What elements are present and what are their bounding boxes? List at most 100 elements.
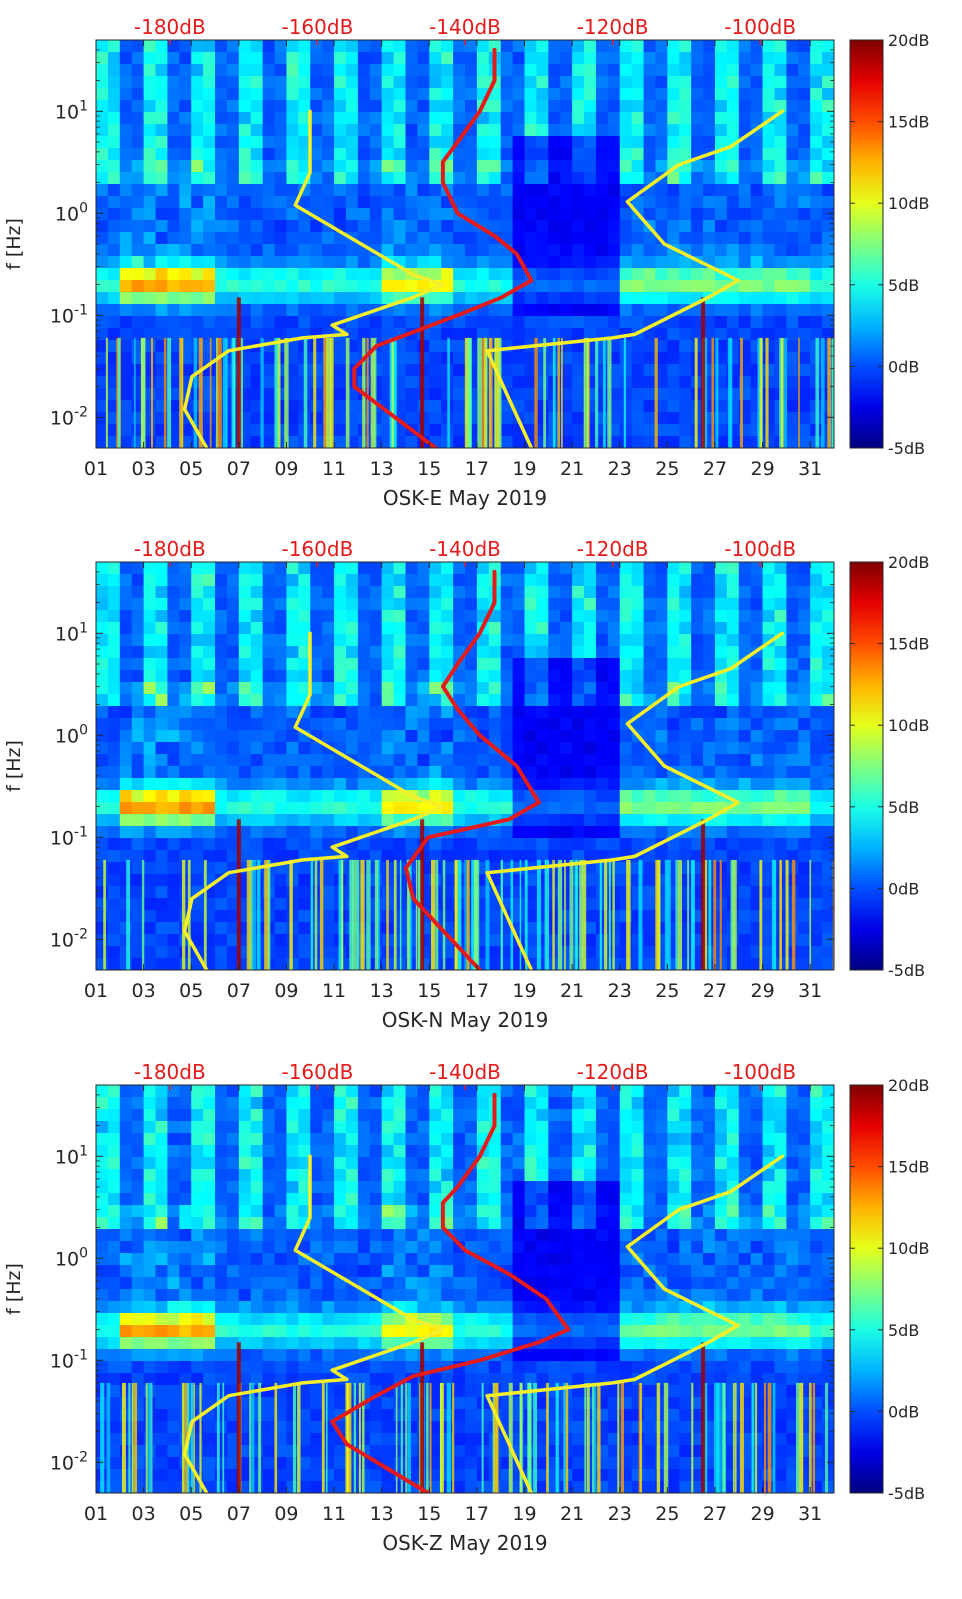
panel-osk-e: 01 03 05 07 09 11 13 15 17 19 21 23 25 27 29 31 10-2 10-1… — [3, 15, 930, 510]
panel-osk-z: 01 03 05 07 09 11 13 15 17 19 21 23 25 27 29 31 10-2 10-1… — [3, 1060, 930, 1555]
colorbar-label: 0dB — [888, 879, 919, 898]
spectrogram — [96, 562, 834, 970]
y-tick-label: 10-2 — [50, 1449, 88, 1474]
x-tick-label: 23 — [608, 980, 632, 1002]
x-tick-label: 01 — [84, 458, 108, 480]
x-tick-label: 17 — [465, 980, 489, 1002]
x-tick-label: 07 — [227, 458, 251, 480]
top-axis-label: -100dB — [724, 15, 796, 39]
y-axis-label: f [Hz] — [3, 740, 25, 792]
colorbar — [849, 39, 884, 449]
noise-model-high-curve — [182, 1154, 445, 1493]
top-axis-label: -180dB — [134, 537, 206, 561]
x-tick-label: 31 — [798, 1503, 822, 1525]
x-tick-label: 23 — [608, 458, 632, 480]
x-tick-label: 31 — [798, 980, 822, 1002]
colorbar-label: -5dB — [888, 961, 925, 980]
x-tick-label: 25 — [655, 1503, 679, 1525]
top-axis-label: -140dB — [429, 1060, 501, 1084]
noise-model-low-curve — [485, 1154, 785, 1493]
x-tick-label: 11 — [322, 980, 346, 1002]
colorbar-label: 15dB — [888, 1158, 930, 1177]
colorbar — [849, 1084, 884, 1494]
x-tick-label: 03 — [132, 458, 156, 480]
x-tick-label: 03 — [132, 980, 156, 1002]
y-tick-label: 101 — [55, 1143, 88, 1168]
x-tick-label: 13 — [370, 1503, 394, 1525]
x-axis-label: OSK-E May 2019 — [383, 486, 547, 510]
y-tick-label: 10-2 — [50, 404, 88, 429]
colorbar — [849, 561, 884, 971]
x-tick-label: 09 — [274, 980, 298, 1002]
x-tick-label: 21 — [560, 1503, 584, 1525]
x-tick-label: 05 — [179, 980, 203, 1002]
x-tick-label: 11 — [322, 458, 346, 480]
top-axis-label: -160dB — [281, 1060, 353, 1084]
x-tick-label: 09 — [274, 458, 298, 480]
top-axis-label: -160dB — [281, 15, 353, 39]
x-tick-label: 07 — [227, 1503, 251, 1525]
x-tick-label: 25 — [655, 458, 679, 480]
colorbar-label: 5dB — [888, 1321, 919, 1340]
top-axis-label: -120dB — [577, 537, 649, 561]
x-tick-label: 05 — [179, 458, 203, 480]
x-tick-label: 23 — [608, 1503, 632, 1525]
y-tick-label: 10-2 — [50, 926, 88, 951]
x-tick-label: 05 — [179, 1503, 203, 1525]
x-tick-label: 13 — [370, 980, 394, 1002]
x-tick-label: 31 — [798, 458, 822, 480]
median-psd-curve — [404, 569, 541, 970]
noise-model-high-curve — [182, 631, 445, 970]
colorbar-label: 5dB — [888, 798, 919, 817]
x-tick-label: 01 — [84, 1503, 108, 1525]
colorbar-label: 10dB — [888, 1239, 930, 1258]
x-tick-label: 15 — [417, 980, 441, 1002]
colorbar-label: 10dB — [888, 716, 930, 735]
colorbar-label: -5dB — [888, 1484, 925, 1503]
x-tick-label: 25 — [655, 980, 679, 1002]
top-axis-label: -100dB — [724, 537, 796, 561]
x-tick-label: 13 — [370, 458, 394, 480]
y-tick-label: 101 — [55, 620, 88, 645]
median-psd-curve — [330, 1092, 571, 1493]
x-tick-label: 15 — [417, 458, 441, 480]
y-tick-label: 100 — [55, 200, 88, 225]
colorbar-label: 20dB — [888, 1076, 930, 1095]
colorbar-label: 20dB — [888, 553, 930, 572]
x-tick-label: 03 — [132, 1503, 156, 1525]
x-axis-label: OSK-Z May 2019 — [382, 1531, 547, 1555]
colorbar-label: 0dB — [888, 1402, 919, 1421]
x-tick-label: 07 — [227, 980, 251, 1002]
x-tick-label: 29 — [750, 980, 774, 1002]
x-tick-label: 01 — [84, 980, 108, 1002]
y-tick-label: 10-1 — [50, 302, 88, 327]
colorbar-label: 15dB — [888, 635, 930, 654]
spectrogram — [96, 1085, 834, 1493]
top-axis-label: -160dB — [281, 537, 353, 561]
x-axis-label: OSK-N May 2019 — [382, 1008, 549, 1032]
y-tick-label: 100 — [55, 722, 88, 747]
x-tick-label: 17 — [465, 1503, 489, 1525]
noise-model-low-curve — [485, 631, 785, 970]
x-tick-label: 29 — [750, 458, 774, 480]
colorbar-label: -5dB — [888, 439, 925, 458]
y-tick-label: 100 — [55, 1245, 88, 1270]
top-axis-label: -180dB — [134, 1060, 206, 1084]
noise-model-high-curve — [182, 109, 445, 448]
top-axis-label: -180dB — [134, 15, 206, 39]
top-axis-label: -120dB — [577, 1060, 649, 1084]
x-tick-label: 27 — [703, 980, 727, 1002]
x-tick-label: 19 — [512, 980, 536, 1002]
colorbar-label: 5dB — [888, 276, 919, 295]
x-tick-label: 15 — [417, 1503, 441, 1525]
y-tick-label: 10-1 — [50, 824, 88, 849]
y-tick-label: 101 — [55, 98, 88, 123]
x-tick-label: 11 — [322, 1503, 346, 1525]
y-axis-label: f [Hz] — [3, 1263, 25, 1315]
colorbar-label: 10dB — [888, 194, 930, 213]
x-tick-label: 19 — [512, 458, 536, 480]
x-tick-label: 21 — [560, 980, 584, 1002]
x-tick-label: 29 — [750, 1503, 774, 1525]
median-psd-curve — [352, 47, 534, 448]
